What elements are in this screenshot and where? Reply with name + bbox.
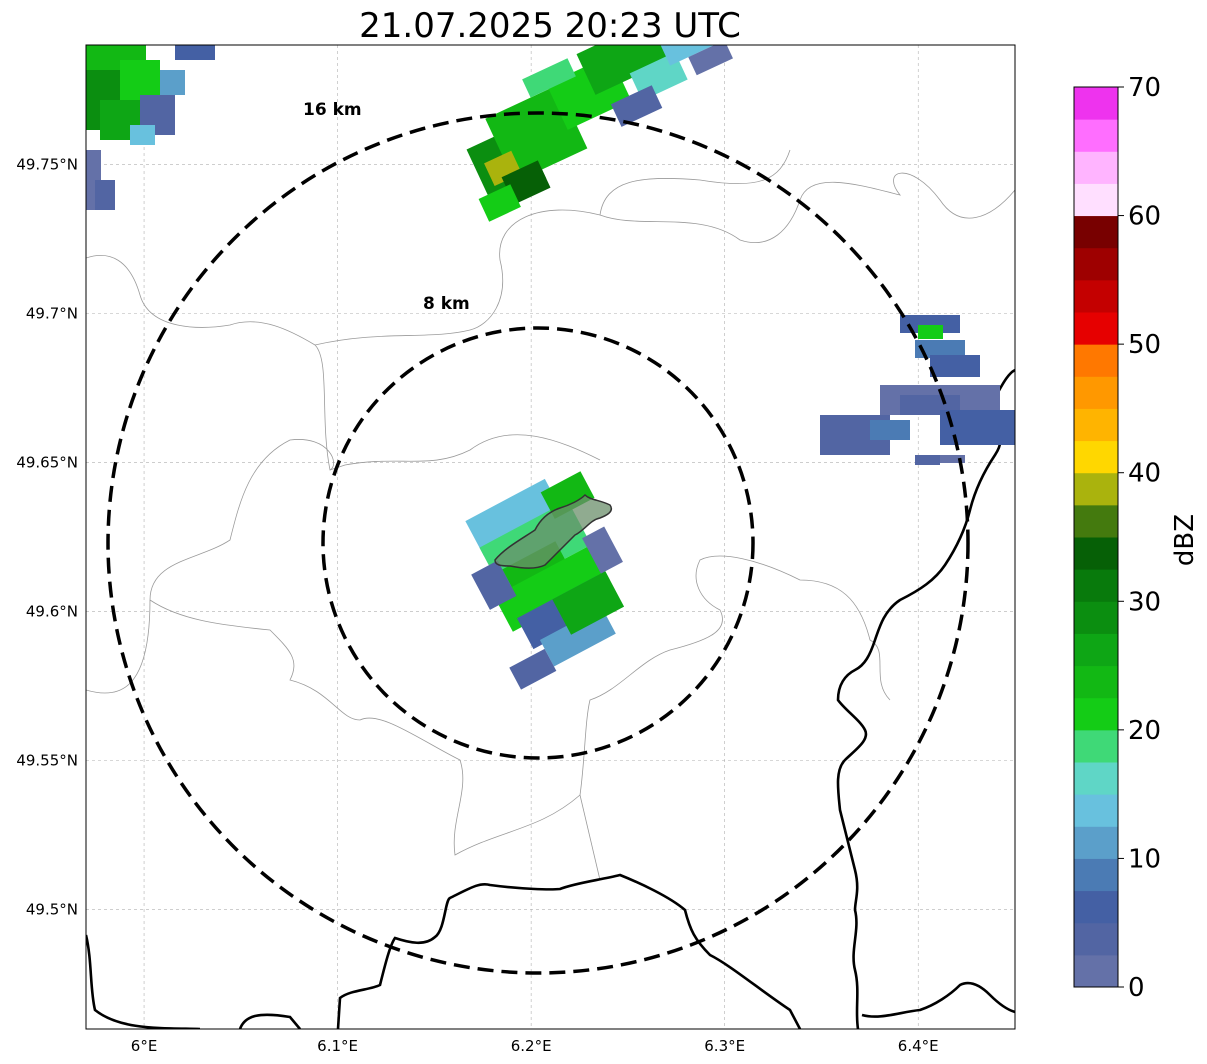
colorbar-swatch (1074, 279, 1118, 313)
colorbar-swatch (1074, 87, 1118, 120)
colorbar-tick-label: 40 (1128, 459, 1161, 489)
lat-tick-label: 49.75°N (16, 155, 78, 173)
colorbar-swatch (1074, 858, 1118, 892)
map-title: 21.07.2025 20:23 UTC (359, 6, 741, 46)
colorbar-swatch (1074, 601, 1118, 634)
lon-tick-label: 6.3°E (704, 1037, 745, 1055)
colorbar-swatch (1074, 826, 1118, 859)
colorbar-swatch (1074, 376, 1118, 409)
range-ring-16km (106, 111, 970, 975)
colorbar-tick-label: 30 (1128, 587, 1161, 617)
range-ring-label-8km: 8 km (423, 294, 470, 314)
lat-tick-label: 49.6°N (26, 603, 78, 621)
colorbar-label: dBZ (1170, 514, 1200, 566)
latitude-ticks: 49.5°N 49.55°N 49.6°N 49.65°N 49.7°N 49.75°N (16, 155, 78, 918)
colorbar-swatch (1074, 344, 1118, 377)
colorbar-swatch (1074, 697, 1118, 731)
echo-nw (86, 45, 215, 210)
range-ring-label-16km: 16 km (303, 100, 362, 120)
colorbar-swatches (1074, 87, 1118, 988)
lon-tick-label: 6.2°E (511, 1037, 552, 1055)
lon-tick-label: 6.1°E (317, 1037, 358, 1055)
colorbar-tick-label: 70 (1128, 73, 1161, 103)
lat-tick-label: 49.65°N (16, 453, 78, 471)
echo-east (820, 315, 1015, 465)
colorbar-tick-label: 10 (1128, 844, 1161, 874)
lon-tick-label: 6.4°E (898, 1037, 939, 1055)
colorbar-swatch (1074, 537, 1118, 570)
lat-tick-label: 49.5°N (26, 901, 78, 919)
colorbar-swatch (1074, 729, 1118, 763)
colorbar-swatch (1074, 762, 1118, 795)
colorbar-swatch (1074, 247, 1118, 281)
colorbar: 0 10 20 30 40 50 60 70 dBZ (1073, 73, 1200, 1003)
colorbar-tick-label: 60 (1128, 202, 1161, 232)
colorbar-swatch (1074, 954, 1118, 988)
range-rings (106, 111, 970, 975)
lat-tick-label: 49.55°N (16, 752, 78, 770)
colorbar-swatch (1074, 440, 1118, 474)
colorbar-tick-label: 0 (1128, 973, 1145, 1003)
colorbar-tick-label: 20 (1128, 716, 1161, 746)
map-frame[interactable]: 16 km 8 km (85, 0, 1016, 1030)
colorbar-swatch (1074, 215, 1118, 249)
warning-polygon (494, 493, 612, 569)
colorbar-swatch (1074, 119, 1118, 152)
colorbar-swatch (1074, 472, 1118, 506)
colorbar-swatch (1074, 633, 1118, 667)
colorbar-swatch (1074, 569, 1118, 602)
colorbar-swatch (1074, 890, 1118, 924)
colorbar-swatch (1074, 665, 1118, 699)
lon-tick-label: 6°E (131, 1037, 158, 1055)
echo-north (466, 45, 733, 222)
colorbar-swatch (1074, 922, 1118, 956)
colorbar-tick-label: 50 (1128, 330, 1161, 360)
colorbar-swatch (1074, 312, 1118, 345)
radar-reflectivity (86, 45, 1015, 690)
colorbar-swatch (1074, 183, 1118, 217)
lat-tick-label: 49.7°N (26, 304, 78, 322)
longitude-ticks: 6°E 6.1°E 6.2°E 6.3°E 6.4°E (131, 1037, 939, 1055)
colorbar-ticks: 0 10 20 30 40 50 60 70 (1118, 73, 1161, 1003)
colorbar-swatch (1074, 504, 1118, 538)
colorbar-swatch (1074, 151, 1118, 184)
colorbar-swatch (1074, 794, 1118, 827)
range-ring-8km (321, 326, 755, 760)
colorbar-swatch (1074, 408, 1118, 442)
admin-boundaries (86, 149, 1015, 881)
